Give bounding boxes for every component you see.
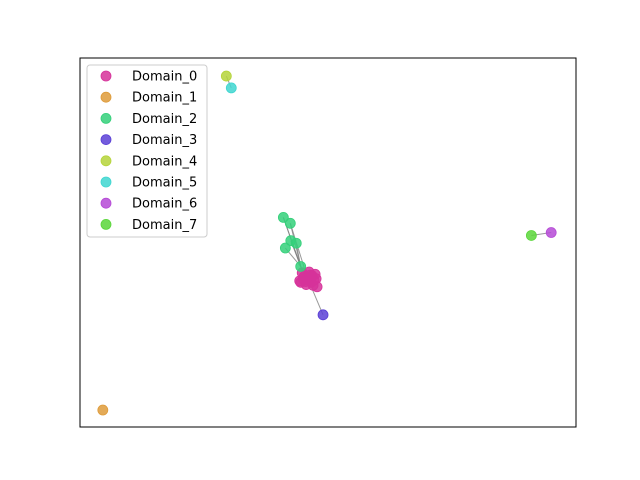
legend-label-domain-4: Domain_4	[132, 154, 197, 169]
legend-marker-domain-1	[100, 91, 112, 103]
legend-label-domain-6: Domain_6	[132, 197, 197, 212]
point-domain-2-0	[277, 212, 289, 223]
point-domain-2-1	[284, 217, 296, 229]
legend-marker-domain-5	[100, 176, 112, 188]
point-domain-2-3	[290, 237, 302, 249]
point-domain-0-17	[304, 269, 316, 281]
point-domain-1-0	[97, 404, 109, 416]
point-domain-0-16	[311, 281, 323, 293]
legend-marker-domain-2	[100, 113, 112, 124]
legend-marker-domain-3	[100, 134, 112, 146]
legend-marker-domain-4	[100, 155, 112, 167]
point-domain-6-0	[545, 227, 557, 238]
legend-label-domain-7: Domain_7	[132, 218, 197, 233]
point-domain-5-0	[225, 82, 237, 94]
point-domain-7-0	[525, 230, 537, 241]
point-domain-4-0	[220, 70, 232, 82]
point-domain-3-0	[317, 309, 329, 321]
legend-marker-domain-0	[100, 70, 112, 82]
point-domain-2-5	[295, 261, 307, 272]
legend-marker-domain-7	[100, 218, 112, 230]
legend-marker-domain-6	[100, 197, 112, 209]
legend-label-domain-5: Domain_5	[132, 176, 197, 191]
points-layer	[97, 70, 557, 416]
legend: Domain_0 Domain_1 Domain_2 Domain_3 Domain_4…	[86, 64, 208, 238]
point-domain-2-4	[279, 242, 291, 254]
legend-label-domain-2: Domain_2	[132, 112, 197, 127]
legend-label-domain-0: Domain_0	[132, 70, 197, 85]
legend-box	[86, 64, 208, 238]
plot-frame	[79, 57, 577, 428]
legend-label-domain-1: Domain_1	[132, 91, 197, 106]
legend-label-domain-3: Domain_3	[132, 133, 197, 148]
